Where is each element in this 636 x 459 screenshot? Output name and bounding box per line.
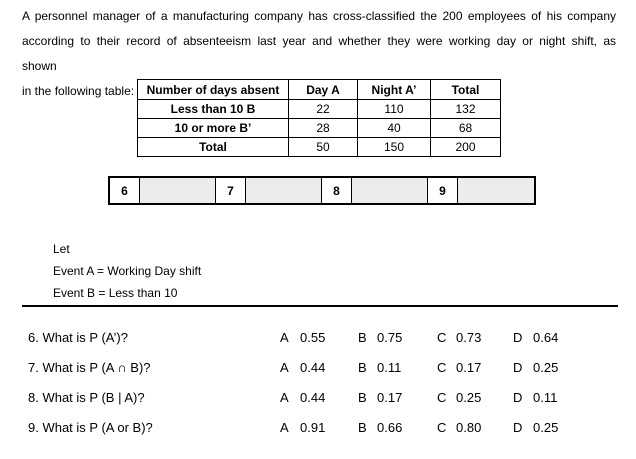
table-cell-value: 200 — [430, 137, 501, 157]
option-letter: C — [437, 389, 447, 405]
option-letter: A — [280, 389, 289, 405]
table-cell-value: 40 — [357, 118, 431, 138]
answer-number-label: 6 — [110, 178, 140, 203]
option-letter: A — [280, 419, 289, 435]
section-divider — [22, 305, 618, 307]
option-letter: A — [280, 359, 289, 375]
table-row-label: Less than 10 B — [137, 99, 289, 119]
absenteeism-table: Number of days absent Day A Night A’ Tot… — [137, 79, 501, 157]
option-letter: B — [358, 419, 367, 435]
question-row-9: 9. What is P (A or B)? A 0.91 B 0.66 C 0… — [28, 412, 618, 442]
option-letter: B — [358, 389, 367, 405]
question-text: 6. What is P (A’)? — [28, 329, 128, 345]
option-letter: C — [437, 419, 447, 435]
table-cell-value: 22 — [288, 99, 358, 119]
option-value: 0.17 — [456, 359, 482, 375]
intro-paragraph: A personnel manager of a manufacturing c… — [22, 4, 616, 104]
intro-line: according to their record of absenteeism… — [22, 34, 616, 73]
event-b-definition: Event B = Less than 10 — [53, 286, 178, 300]
intro-line: A personnel manager of a manufacturing c… — [22, 9, 616, 23]
option-value: 0.25 — [533, 419, 559, 435]
question-row-7: 7. What is P (A ∩ B)? A 0.44 B 0.11 C 0.… — [28, 352, 618, 382]
option-letter: D — [513, 329, 523, 345]
answer-number-label: 8 — [322, 178, 352, 203]
table-cell-value: 28 — [288, 118, 358, 138]
option-value: 0.73 — [456, 329, 482, 345]
answer-blank-q6[interactable] — [140, 178, 216, 203]
option-value: 0.25 — [533, 359, 559, 375]
table-row-label: Total — [137, 137, 289, 157]
table-cell-value: 110 — [357, 99, 431, 119]
option-letter: A — [280, 329, 289, 345]
table-row: Less than 10 B 22 110 132 — [137, 99, 501, 119]
answer-number-label: 9 — [428, 178, 458, 203]
answer-blank-q9[interactable] — [458, 178, 534, 203]
table-row: 10 or more B’ 28 40 68 — [137, 118, 501, 138]
option-value: 0.25 — [456, 389, 482, 405]
table-row-total: Total 50 150 200 — [137, 137, 501, 157]
question-text: 8. What is P (B | A)? — [28, 389, 145, 405]
option-letter: B — [358, 329, 367, 345]
event-a-definition: Event A = Working Day shift — [53, 264, 202, 278]
table-cell-value: 150 — [357, 137, 431, 157]
table-header-row: Number of days absent Day A Night A’ Tot… — [137, 79, 501, 100]
let-heading: Let — [53, 242, 70, 256]
option-letter: D — [513, 419, 523, 435]
option-letter: D — [513, 389, 523, 405]
option-value: 0.17 — [377, 389, 403, 405]
definitions-block: Let Event A = Working Day shift Event B … — [53, 238, 201, 304]
option-value: 0.64 — [533, 329, 559, 345]
option-value: 0.11 — [533, 389, 558, 405]
option-value: 0.44 — [300, 359, 326, 375]
table-cell-value: 68 — [430, 118, 501, 138]
table-header-night-a: Night A’ — [357, 79, 431, 100]
option-value: 0.11 — [377, 359, 402, 375]
option-value: 0.55 — [300, 329, 326, 345]
answer-blank-q8[interactable] — [352, 178, 428, 203]
option-letter: C — [437, 359, 447, 375]
question-row-6: 6. What is P (A’)? A 0.55 B 0.75 C 0.73 … — [28, 322, 618, 352]
table-row-label: 10 or more B’ — [137, 118, 289, 138]
question-text: 7. What is P (A ∩ B)? — [28, 359, 151, 375]
questions-section: 6. What is P (A’)? A 0.55 B 0.75 C 0.73 … — [28, 322, 618, 442]
option-value: 0.44 — [300, 389, 326, 405]
table-header-day-a: Day A — [288, 79, 358, 100]
option-letter: B — [358, 359, 367, 375]
table-cell-value: 132 — [430, 99, 501, 119]
answer-blank-q7[interactable] — [246, 178, 322, 203]
question-row-8: 8. What is P (B | A)? A 0.44 B 0.17 C 0.… — [28, 382, 618, 412]
answer-strip: 6 7 8 9 — [108, 176, 536, 205]
table-header-total: Total — [430, 79, 501, 100]
question-text: 9. What is P (A or B)? — [28, 419, 153, 435]
option-letter: C — [437, 329, 447, 345]
option-value: 0.75 — [377, 329, 403, 345]
answer-number-label: 7 — [216, 178, 246, 203]
option-value: 0.66 — [377, 419, 403, 435]
option-letter: D — [513, 359, 523, 375]
option-value: 0.80 — [456, 419, 482, 435]
table-header-days-absent: Number of days absent — [137, 79, 289, 100]
intro-line: in the following table: — [22, 84, 135, 98]
table-cell-value: 50 — [288, 137, 358, 157]
option-value: 0.91 — [300, 419, 326, 435]
